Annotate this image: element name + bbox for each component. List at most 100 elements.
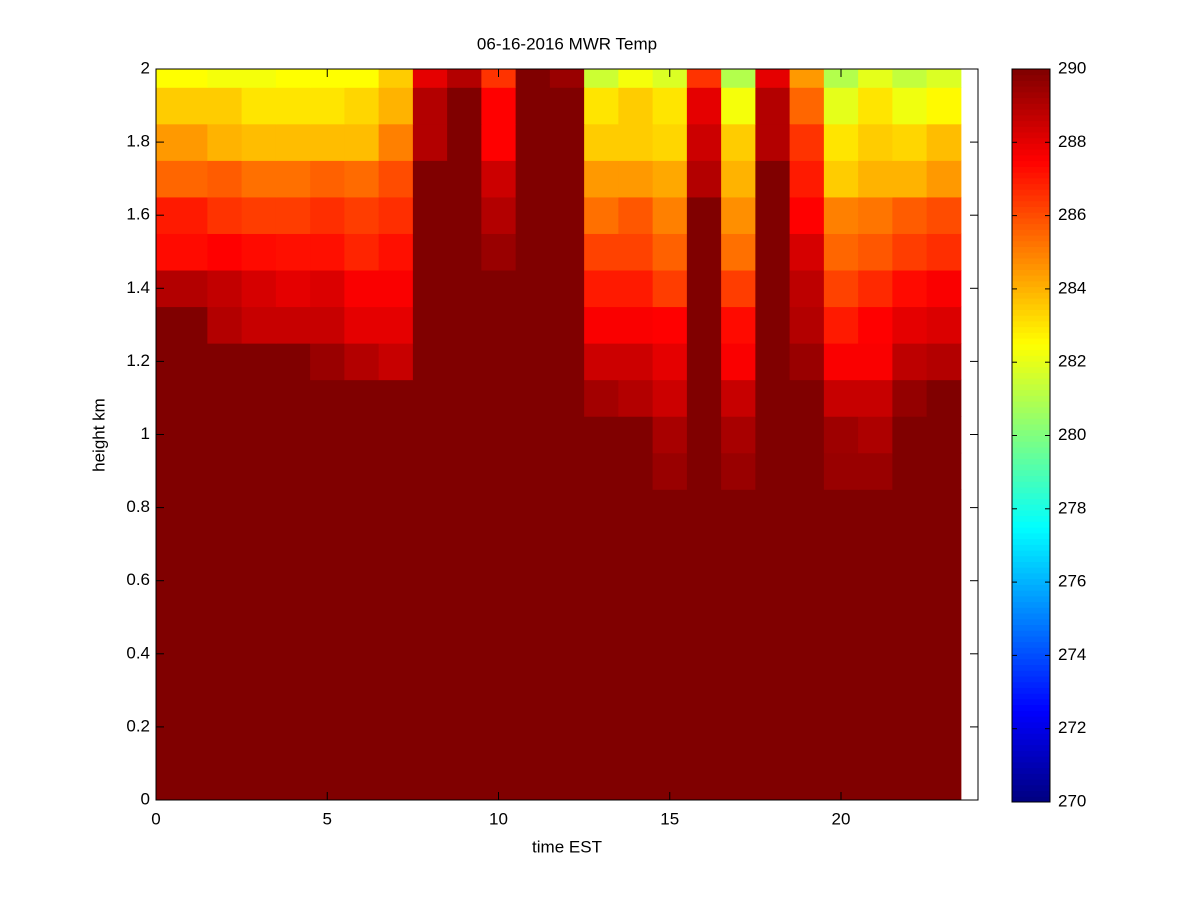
heatmap-cell xyxy=(618,306,654,344)
colorbar-swatch xyxy=(1012,464,1050,471)
colorbar-swatch xyxy=(1012,538,1050,545)
colorbar-swatch xyxy=(1012,338,1050,345)
heatmap-cell xyxy=(378,452,414,490)
heatmap-cell xyxy=(515,452,551,490)
colorbar-swatch xyxy=(1012,315,1050,322)
heatmap-cell xyxy=(481,379,517,417)
colorbar-swatch xyxy=(1012,744,1050,751)
heatmap-cell xyxy=(549,69,585,88)
heatmap-cell xyxy=(823,160,859,198)
heatmap-cell xyxy=(156,87,208,125)
heatmap-cell xyxy=(447,233,482,271)
heatmap-cell xyxy=(481,416,517,454)
heatmap-cell xyxy=(926,123,962,161)
heatmap-cell xyxy=(156,123,208,161)
colorbar-swatch xyxy=(1012,544,1050,551)
colorbar-swatch xyxy=(1012,332,1050,339)
heatmap-cell xyxy=(755,489,791,801)
colorbar-swatch xyxy=(1012,378,1050,385)
heatmap-cell xyxy=(652,87,688,125)
heatmap-cell xyxy=(412,489,448,801)
heatmap-cell xyxy=(721,306,756,344)
heatmap-cell xyxy=(789,343,825,381)
colorbar-swatch xyxy=(1012,779,1050,786)
heatmap-cell xyxy=(515,343,551,381)
heatmap-cell xyxy=(156,343,208,381)
colorbar-swatch xyxy=(1012,366,1050,374)
chart-title: 06-16-2016 MWR Temp xyxy=(477,34,657,53)
heatmap-cell xyxy=(378,160,414,198)
heatmap-cell xyxy=(858,306,893,344)
heatmap-cell xyxy=(344,233,380,271)
colorbar-swatch xyxy=(1012,796,1050,803)
colorbar-swatch xyxy=(1012,727,1050,734)
heatmap-cell xyxy=(926,270,962,308)
heatmap-cell xyxy=(156,160,208,198)
heatmap-cell xyxy=(858,343,893,381)
heatmap-cell xyxy=(447,416,482,454)
colorbar-swatch xyxy=(1012,120,1050,127)
heatmap-cell xyxy=(892,69,928,88)
heatmap-cell xyxy=(481,306,517,344)
heatmap-cell xyxy=(858,416,893,454)
heatmap-cell xyxy=(412,233,448,271)
heatmap-cell xyxy=(892,489,928,801)
heatmap-cell xyxy=(515,416,551,454)
colorbar-swatch xyxy=(1012,69,1050,76)
heatmap-cell xyxy=(652,69,688,88)
colorbar-swatch xyxy=(1012,773,1050,780)
heatmap-cell xyxy=(823,489,859,801)
colorbar-swatch xyxy=(1012,103,1050,110)
colorbar-swatch xyxy=(1012,635,1050,643)
heatmap-cell xyxy=(378,306,414,344)
heatmap-cell xyxy=(207,379,243,417)
colorbar-tick-label: 288 xyxy=(1058,132,1086,151)
colorbar-swatch xyxy=(1012,790,1050,797)
heatmap-cell xyxy=(207,69,243,88)
heatmap-cell xyxy=(241,452,277,490)
heatmap-cell xyxy=(549,489,585,801)
heatmap-cell xyxy=(892,270,928,308)
heatmap-cell xyxy=(858,196,893,234)
heatmap-cell xyxy=(926,452,962,490)
heatmap-cell xyxy=(789,160,825,198)
colorbar-swatch xyxy=(1012,704,1050,711)
colorbar-swatch xyxy=(1012,784,1050,792)
heatmap-cell xyxy=(378,69,414,88)
heatmap-cell xyxy=(241,123,277,161)
heatmap-cell xyxy=(584,196,619,234)
heatmap-cell xyxy=(378,489,414,801)
heatmap-cell xyxy=(892,87,928,125)
colorbar-swatch xyxy=(1012,630,1050,637)
heatmap-cell xyxy=(549,196,585,234)
heatmap-cell xyxy=(755,123,791,161)
heatmap-cell xyxy=(378,123,414,161)
heatmap-cell xyxy=(549,87,585,125)
heatmap-cell xyxy=(584,233,619,271)
colorbar-swatch xyxy=(1012,252,1050,259)
heatmap-cell xyxy=(310,489,345,801)
heatmap-cell xyxy=(549,160,585,198)
heatmap-cell xyxy=(858,379,893,417)
heatmap-cell xyxy=(275,343,311,381)
heatmap-cell xyxy=(310,123,345,161)
heatmap-cell xyxy=(789,233,825,271)
heatmap-cell xyxy=(241,87,277,125)
colorbar-swatch xyxy=(1012,515,1050,522)
heatmap-cell xyxy=(789,452,825,490)
heatmap-cell xyxy=(926,69,962,88)
heatmap-cell xyxy=(789,306,825,344)
y-tick-label: 0.4 xyxy=(126,643,150,662)
y-tick-label: 0 xyxy=(141,789,150,808)
heatmap-cell xyxy=(241,489,277,801)
colorbar-swatch xyxy=(1012,200,1050,207)
heatmap-cell xyxy=(789,379,825,417)
colorbar-swatch xyxy=(1012,80,1050,87)
heatmap-cell xyxy=(858,160,893,198)
heatmap-cell xyxy=(618,489,654,801)
colorbar-swatch xyxy=(1012,509,1050,517)
heatmap-cell xyxy=(789,489,825,801)
colorbar-swatch xyxy=(1012,641,1050,648)
heatmap-cell xyxy=(755,69,791,88)
colorbar-swatch xyxy=(1012,395,1050,402)
